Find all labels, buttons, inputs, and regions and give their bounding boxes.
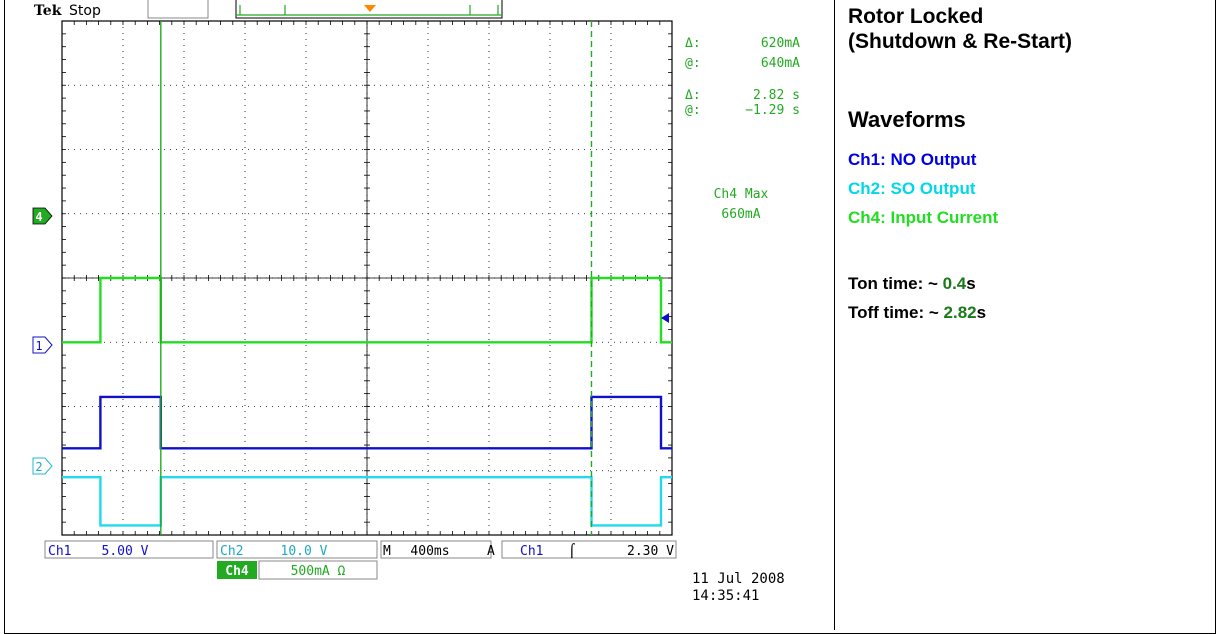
panel-divider bbox=[834, 0, 835, 630]
ch4-trace bbox=[62, 276, 672, 344]
trigger-mode: A bbox=[487, 544, 495, 559]
oscilloscope-screen: Tek Stop 4 1 2 bbox=[32, 0, 800, 604]
settings-bar: Ch1 5.00 V Ch2 10.0 V M 400ms A Ch1 ⌠ 2.… bbox=[44, 540, 677, 580]
toff-time: Toff time: ~ 2.82s bbox=[848, 303, 986, 323]
svg-text:1: 1 bbox=[35, 339, 42, 353]
measurement-readout: Ch4 Max 660mA bbox=[714, 187, 769, 222]
waveforms-heading: Waveforms bbox=[848, 107, 966, 132]
ch1-scale-value: 5.00 V bbox=[102, 544, 149, 559]
ton-value: 0.4 bbox=[942, 274, 967, 293]
svg-text:620mA: 620mA bbox=[761, 36, 800, 51]
svg-text:4: 4 bbox=[35, 210, 42, 224]
timestamp: 11 Jul 2008 14:35:41 bbox=[692, 571, 785, 604]
trigger-position-marker bbox=[364, 5, 376, 12]
ch1-trace bbox=[62, 395, 672, 450]
ton-label: Ton time: ~ bbox=[848, 274, 943, 293]
trigger-level: 2.30 V bbox=[627, 544, 674, 559]
ch1-level-arrow bbox=[661, 313, 669, 323]
timebase-value: 400ms bbox=[410, 544, 449, 559]
timebase-label: M bbox=[383, 544, 391, 559]
ch2-scale-label: Ch2 bbox=[220, 544, 243, 559]
toff-value: 2.82 bbox=[943, 303, 977, 322]
ch2-trace bbox=[62, 476, 672, 527]
panel-title-line2: (Shutdown & Re-Start) bbox=[848, 30, 1072, 53]
capture-date: 11 Jul 2008 bbox=[692, 571, 785, 587]
ch2-ground-marker: 2 bbox=[32, 457, 53, 475]
ch1-ground-marker: 1 bbox=[32, 336, 53, 354]
svg-text:−1.29 s: −1.29 s bbox=[745, 103, 800, 118]
trigger-source: Ch1 bbox=[520, 544, 543, 559]
ch4-ground-marker: 4 bbox=[32, 207, 53, 225]
svg-text:Δ:: Δ: bbox=[685, 36, 701, 51]
svg-text:640mA: 640mA bbox=[761, 56, 800, 71]
ch2-scale-value: 10.0 V bbox=[281, 544, 328, 559]
capture-time: 14:35:41 bbox=[692, 588, 759, 604]
svg-text:@:: @: bbox=[685, 56, 701, 71]
panel-title-line1: Rotor Locked bbox=[848, 5, 984, 28]
channel-legend: Ch1: NO Output Ch2: SO Output Ch4: Input C… bbox=[848, 145, 998, 232]
toff-label: Toff time: ~ bbox=[848, 303, 944, 322]
cursor-readout: Δ: 620mA @: 640mA Δ: 2.82 s @: −1.29 s bbox=[685, 36, 800, 118]
ch1-scale-label: Ch1 bbox=[48, 544, 71, 559]
svg-text:2.82 s: 2.82 s bbox=[753, 88, 800, 103]
ton-unit: s bbox=[966, 274, 976, 293]
svg-text:@:: @: bbox=[685, 103, 701, 118]
header-box-left bbox=[147, 0, 209, 19]
svg-text:2: 2 bbox=[35, 460, 42, 474]
time-cursors bbox=[160, 21, 593, 535]
run-state-label: Stop bbox=[69, 3, 101, 19]
panel-title: Rotor Locked (Shutdown & Re-Start) bbox=[848, 4, 1072, 54]
record-window-frame bbox=[235, 0, 503, 19]
legend-item-ch4: Ch4: Input Current bbox=[848, 208, 999, 227]
ch4-scale-value: 500mA Ω bbox=[291, 564, 346, 579]
brand-label: Tek bbox=[34, 3, 62, 19]
ton-time: Ton time: ~ 0.4s bbox=[848, 274, 976, 294]
legend-item-ch2: Ch2: SO Output bbox=[848, 179, 976, 198]
legend-item-ch1: Ch1: NO Output bbox=[848, 150, 977, 169]
ch4-scale-label: Ch4 bbox=[225, 564, 249, 579]
trigger-slope-icon: ⌠ bbox=[568, 543, 576, 559]
svg-text:Δ:: Δ: bbox=[685, 88, 701, 103]
svg-text:660mA: 660mA bbox=[721, 207, 760, 222]
waveform-traces bbox=[62, 276, 672, 527]
svg-text:Ch4 Max: Ch4 Max bbox=[714, 187, 769, 202]
record-window-indicator bbox=[236, 5, 502, 16]
toff-unit: s bbox=[976, 303, 987, 322]
